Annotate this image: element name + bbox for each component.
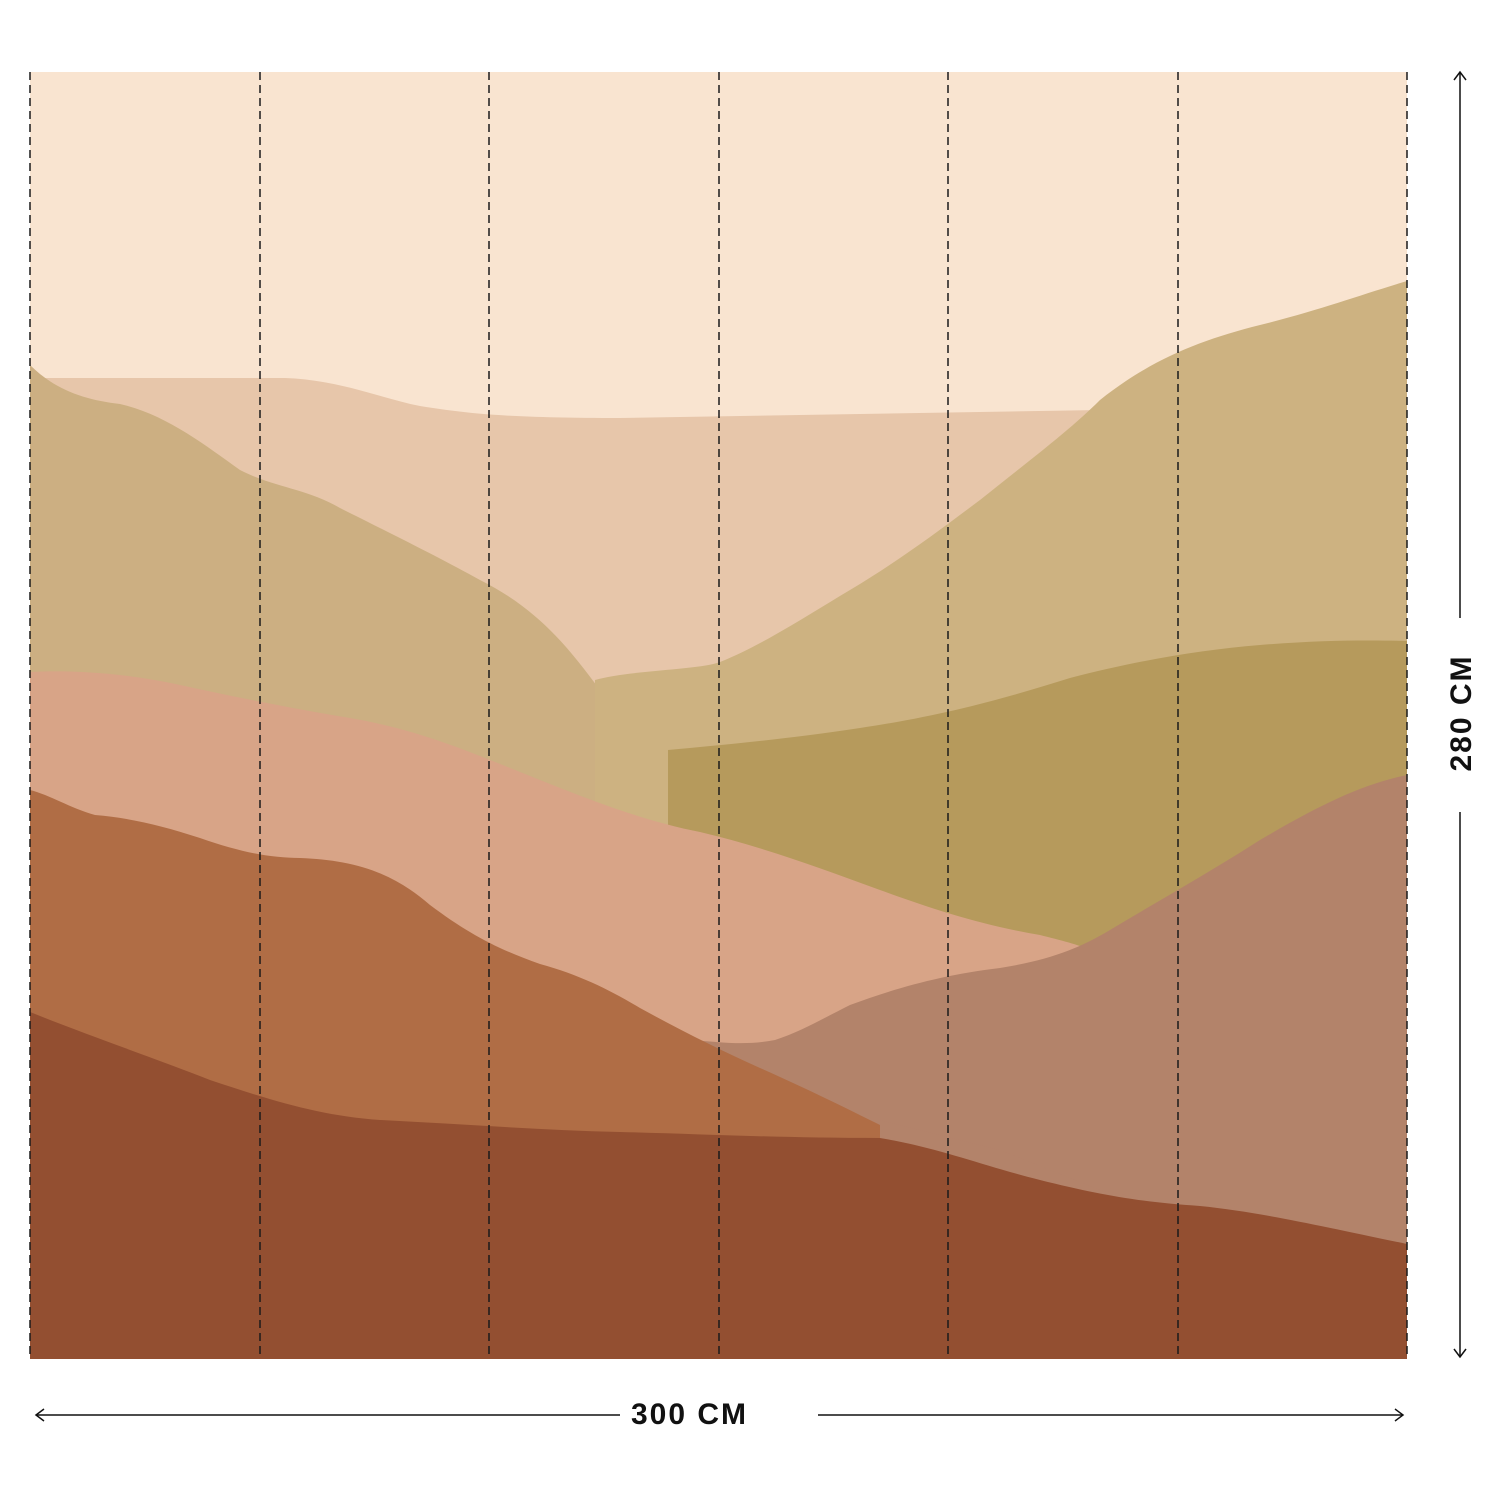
width-dimension-arrow xyxy=(34,1408,1405,1422)
rust-dark-hill xyxy=(30,1012,1407,1359)
height-dimension-label: 280 CM xyxy=(1445,646,1478,780)
panel-seam-lines xyxy=(29,72,1408,1357)
width-dimension-label: 300 CM xyxy=(625,1400,755,1430)
height-dimension-arrow xyxy=(1453,70,1467,1359)
